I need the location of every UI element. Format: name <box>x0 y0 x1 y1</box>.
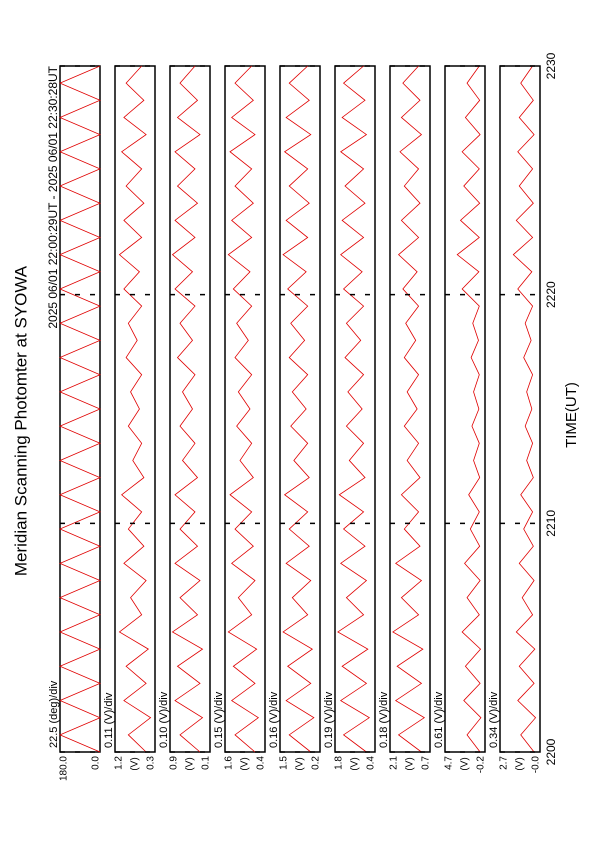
data-line <box>512 65 537 753</box>
panel-frame <box>389 65 431 753</box>
data-line <box>171 65 204 753</box>
y-tick-label: 2.7 <box>499 756 510 770</box>
y-tick-label: 1.6 <box>224 756 235 770</box>
x-tick-label: 2230 <box>544 52 558 79</box>
x-tick-label: 2200 <box>544 738 558 765</box>
panel-frame <box>169 65 211 753</box>
y-tick-label: 1.5 <box>279 756 290 770</box>
unit-label: (V) <box>185 757 196 770</box>
panel-scale-label: 0.15 (V)/div <box>213 691 225 748</box>
y-tick-label: 0.1 <box>201 756 212 770</box>
panel-scale-label: 0.61 (V)/div <box>433 691 445 748</box>
y-tick-label: 1.8 <box>334 756 345 770</box>
y-tick-label: 0.0 <box>91 756 102 770</box>
panel-frame <box>59 65 101 753</box>
panel-scale-label: 0.19 (V)/div <box>323 691 335 748</box>
panel-scale-label: 0.18 (V)/div <box>378 691 390 748</box>
unit-label: (V) <box>295 757 306 770</box>
y-tick-label: 1.2 <box>114 756 125 770</box>
unit-label: (V) <box>460 757 471 770</box>
data-line <box>58 65 102 753</box>
y-tick-label: 2.1 <box>389 756 400 770</box>
y-tick-label: 4.7 <box>444 756 455 770</box>
data-line <box>282 65 315 753</box>
panel-frame <box>499 65 541 753</box>
unit-label: (V) <box>240 757 251 770</box>
x-tick-label: 2210 <box>544 510 558 537</box>
y-tick-label: 0.3 <box>146 756 157 770</box>
unit-label: (V) <box>405 757 416 770</box>
y-tick-label: 0.2 <box>311 756 322 770</box>
panel-frame <box>224 65 266 753</box>
y-tick-label: -0.0 <box>531 756 542 774</box>
data-line <box>337 65 371 753</box>
unit-label: (V) <box>350 757 361 770</box>
panel-scale-label: 22.5 (deg)/div <box>48 680 60 748</box>
panel-frame <box>114 65 156 753</box>
panel-scale-label: 0.16 (V)/div <box>268 691 280 748</box>
y-tick-label: 180.0 <box>59 756 70 781</box>
panel-frame <box>279 65 321 753</box>
data-line <box>456 65 482 753</box>
rotated-plot: Meridian Scanning Photomter at SYOWA 202… <box>11 52 579 781</box>
y-tick-label: 0.9 <box>169 756 180 770</box>
panel-frame <box>334 65 376 753</box>
y-tick-label: 0.4 <box>256 756 267 770</box>
data-line <box>227 65 260 753</box>
panel-scale-label: 0.34 (V)/div <box>488 691 500 748</box>
y-tick-label: -0.2 <box>476 756 487 774</box>
panel-scale-label: 0.11 (V)/div <box>103 692 115 748</box>
unit-label: (V) <box>130 757 141 770</box>
panel-scale-label: 0.10 (V)/div <box>158 691 170 748</box>
data-line <box>392 65 426 753</box>
x-axis-label: TIME(UT) <box>563 382 580 448</box>
y-tick-label: 0.4 <box>366 756 377 770</box>
chart-title: Meridian Scanning Photomter at SYOWA <box>11 265 30 576</box>
chart-subtitle: 2025 06/01 22:00:29UT - 2025 06/01 22:30… <box>46 65 60 328</box>
y-tick-label: 0.7 <box>421 756 432 770</box>
unit-label: (V) <box>515 757 526 770</box>
data-line <box>118 65 152 753</box>
x-tick-label: 2220 <box>544 281 558 308</box>
